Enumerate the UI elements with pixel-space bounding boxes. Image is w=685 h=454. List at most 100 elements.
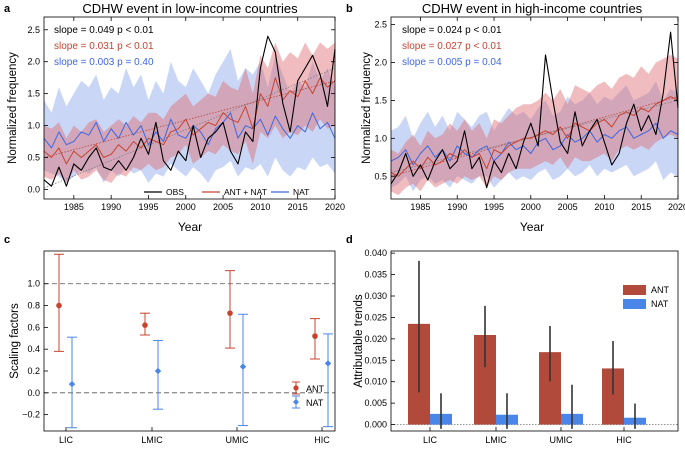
legend-d-ant-swatch xyxy=(623,285,646,295)
x-category-label: UMIC xyxy=(226,435,249,445)
y-tick-label: 0.5 xyxy=(27,152,40,162)
ant-trend-line xyxy=(43,80,336,158)
x-category-label: LIC xyxy=(423,435,438,445)
y-tick-label: 2.5 xyxy=(374,20,387,30)
panel-letter-a: a xyxy=(4,3,11,15)
panel-letter-c: c xyxy=(4,234,10,246)
y-tick-label: 2.0 xyxy=(374,58,387,68)
y-tick-label: 1.0 xyxy=(27,121,40,131)
ant-bar xyxy=(602,368,624,425)
x-tick-label: 1990 xyxy=(101,202,121,212)
x-tick-label: 1990 xyxy=(447,202,467,212)
y-tick-label: 0.040 xyxy=(364,248,387,258)
y-tick-label: 0.0 xyxy=(27,388,40,398)
x-tick-label: 1985 xyxy=(410,202,430,212)
panel-b-title: CDHW event in high-income countries xyxy=(422,1,643,16)
x-tick-label: 1995 xyxy=(484,202,504,212)
y-tick-label: 0.020 xyxy=(364,334,387,344)
y-tick-label: −0.2 xyxy=(22,410,40,420)
panel-d-ylabel: Attributable trends xyxy=(353,294,365,388)
y-tick-label: 1.5 xyxy=(27,89,40,99)
nat-point xyxy=(68,380,76,388)
panel-a-title: CDHW event in low-income countries xyxy=(82,1,298,16)
panel-b-frame xyxy=(390,16,679,200)
legend-obs-label: OBS xyxy=(166,187,184,197)
x-tick-label: 1985 xyxy=(64,202,84,212)
ant-point xyxy=(227,310,233,316)
ant-bar xyxy=(474,335,496,425)
nat-mean-line xyxy=(390,122,679,166)
y-tick-label: 1.5 xyxy=(374,95,387,105)
x-tick-label: 2020 xyxy=(668,202,685,212)
obs-line xyxy=(390,31,679,189)
legend-c-ant-label: ANT xyxy=(306,384,325,394)
x-tick-label: 1995 xyxy=(138,202,158,212)
ant-spread-band xyxy=(391,54,678,196)
obs-line xyxy=(43,35,336,187)
y-tick-label: 2.0 xyxy=(27,57,40,67)
legend-nat-label: NAT xyxy=(293,187,309,197)
y-tick-label: 0.010 xyxy=(364,377,387,387)
panel-c-frame xyxy=(43,250,336,432)
x-category-label: HIC xyxy=(616,435,632,445)
panel-d-frame xyxy=(390,250,679,432)
x-tick-label: 2005 xyxy=(213,202,233,212)
x-tick-label: 2010 xyxy=(594,202,614,212)
x-category-label: LIC xyxy=(59,435,74,445)
panel-b: b CDHW event in high-income countries Ye… xyxy=(346,1,685,234)
x-tick-label: 2020 xyxy=(325,202,345,212)
panel-b-slope-obs: slope = 0.024 p < 0.01 xyxy=(402,25,502,36)
y-tick-label: 1.0 xyxy=(374,133,387,143)
panel-a-plot: 1985 1990 1995 2000 2005 2010 2015 2020 0.0 0.5 1.… xyxy=(27,17,345,212)
y-tick-label: 0.030 xyxy=(364,291,387,301)
panel-c-plot: −0.2 0.0 0.2 0.4 0.6 0.8 1.0 LIC LMIC UMIC HIC xyxy=(22,253,335,445)
panel-letter-b: b xyxy=(346,3,353,15)
x-category-label: LMIC xyxy=(485,435,507,445)
panel-d: d Attributable trends 0.000 0.005 0.010 0.0… xyxy=(346,234,679,445)
panel-a: a CDHW event in low-income countries Yea… xyxy=(4,1,345,234)
y-tick-label: 0.025 xyxy=(364,312,387,322)
y-tick-label: 0.8 xyxy=(27,301,40,311)
nat-spread-band xyxy=(44,48,335,184)
panel-b-ylabel: Normalized frequency xyxy=(361,52,373,164)
panel-c: c Scaling factors −0.2 0.0 0.2 0.4 0.6 0.8 1.0… xyxy=(4,234,336,445)
y-tick-label: 2.5 xyxy=(27,25,40,35)
panel-a-legend: OBS ANT + NAT NAT xyxy=(144,187,309,197)
panel-a-ylabel: Normalized frequency xyxy=(7,52,19,164)
x-category-label: UMIC xyxy=(550,435,573,445)
y-tick-label: 0.000 xyxy=(364,420,387,430)
x-tick-label: 2010 xyxy=(250,202,270,212)
legend-c-nat-label: NAT xyxy=(306,398,324,408)
ant-bar xyxy=(539,352,561,425)
panel-a-xlabel: Year xyxy=(178,220,202,234)
panel-a-slope-ant: slope = 0.031 p < 0.01 xyxy=(54,41,154,52)
legend-c-nat-marker xyxy=(293,399,299,405)
panel-b-xlabel: Year xyxy=(520,220,544,234)
x-tick-label: 2000 xyxy=(176,202,196,212)
y-tick-label: 0.5 xyxy=(374,171,387,181)
ant-point xyxy=(142,322,148,328)
panel-d-plot: 0.000 0.005 0.010 0.015 0.020 0.025 0.030 0.035… xyxy=(364,248,678,445)
nat-point xyxy=(239,363,247,370)
y-tick-label: 0.2 xyxy=(27,366,40,376)
panel-a-slope-obs: slope = 0.049 p < 0.01 xyxy=(54,25,154,36)
panel-a-slope-nat: slope = 0.003 p = 0.40 xyxy=(54,57,154,68)
legend-d-nat-swatch xyxy=(623,299,646,309)
ant-mean-line xyxy=(43,77,336,165)
legend-c-ant-marker xyxy=(293,385,299,391)
ant-point xyxy=(312,333,318,339)
panel-letter-d: d xyxy=(346,234,353,246)
panel-d-legend: ANT NAT xyxy=(623,285,670,309)
y-tick-label: 0.015 xyxy=(364,355,387,365)
y-tick-label: 0.6 xyxy=(27,322,40,332)
legend-ant-label: ANT + NAT xyxy=(224,187,267,197)
panel-a-frame xyxy=(43,16,336,200)
y-tick-label: 0.4 xyxy=(27,344,40,354)
x-category-label: LMIC xyxy=(141,435,163,445)
y-tick-label: 0.005 xyxy=(364,398,387,408)
x-category-label: HIC xyxy=(314,435,330,445)
legend-d-nat-label: NAT xyxy=(651,299,669,309)
x-tick-label: 2015 xyxy=(288,202,308,212)
x-tick-label: 2005 xyxy=(558,202,578,212)
